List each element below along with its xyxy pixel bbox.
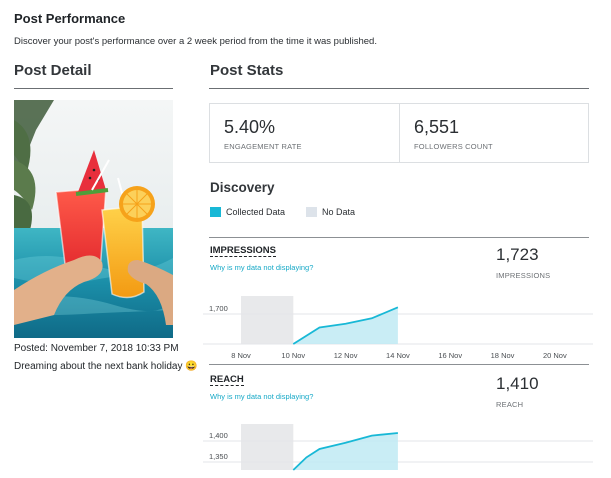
x-tick-label: 10 Nov: [281, 351, 305, 360]
x-tick-label: 18 Nov: [491, 351, 515, 360]
page-title: Post Performance: [14, 11, 126, 26]
x-tick-label: 14 Nov: [386, 351, 410, 360]
post-image[interactable]: [14, 100, 173, 338]
reach-help-link[interactable]: Why is my data not displaying?: [210, 392, 314, 401]
reach-value: 1,410: [496, 374, 539, 393]
reach-divider: [209, 364, 589, 365]
post-detail-divider: [14, 88, 173, 89]
discovery-heading: Discovery: [210, 180, 275, 195]
stats-divider: [399, 104, 400, 162]
x-tick-label: 16 Nov: [438, 351, 462, 360]
legend-no-data-label: No Data: [322, 207, 356, 217]
post-stats-divider: [209, 88, 589, 89]
engagement-rate-card: 5.40% ENGAGEMENT RATE: [210, 104, 399, 162]
followers-count-label: FOLLOWERS COUNT: [414, 142, 493, 151]
impressions-label: IMPRESSIONS: [496, 271, 551, 280]
followers-count-card: 6,551 FOLLOWERS COUNT: [400, 104, 589, 162]
y-tick-label: 1,700: [209, 304, 228, 313]
series-area: [293, 307, 398, 344]
no-data-region: [241, 424, 294, 470]
impressions-help-link[interactable]: Why is my data not displaying?: [210, 263, 314, 272]
x-tick-label: 20 Nov: [543, 351, 567, 360]
y-tick-label: 1,350: [209, 452, 228, 461]
legend-no-data-swatch: [306, 207, 317, 217]
legend-collected-swatch: [210, 207, 221, 217]
reach-label: REACH: [496, 400, 524, 409]
y-tick-label: 1,400: [209, 431, 228, 440]
followers-count-value: 6,551: [414, 117, 460, 137]
engagement-rate-label: ENGAGEMENT RATE: [224, 142, 302, 151]
series-area: [293, 433, 398, 470]
series-line: [292, 432, 398, 471]
reach-chart: 1,400 1,350: [203, 424, 593, 471]
discovery-divider: [209, 237, 589, 238]
page-subtitle: Discover your post's performance over a …: [14, 36, 377, 47]
stats-box: 5.40% ENGAGEMENT RATE 6,551 FOLLOWERS CO…: [209, 103, 589, 163]
impressions-title: IMPRESSIONS: [210, 245, 276, 257]
post-detail-heading: Post Detail: [14, 62, 92, 79]
engagement-rate-value: 5.40%: [224, 117, 276, 137]
legend-collected-label: Collected Data: [226, 207, 286, 217]
post-stats-heading: Post Stats: [210, 62, 284, 79]
post-caption: Dreaming about the next bank holiday 😀: [14, 361, 198, 372]
x-tick-label: 12 Nov: [334, 351, 358, 360]
impressions-value: 1,723: [496, 245, 539, 264]
x-tick-label: 8 Nov: [231, 351, 251, 360]
series-line: [292, 306, 399, 345]
no-data-region: [241, 296, 294, 344]
reach-title: REACH: [210, 374, 244, 386]
posted-date: Posted: November 7, 2018 10:33 PM: [14, 343, 179, 354]
impressions-chart: 1,700 8 Nov 10 Nov 12 Nov 14 Nov 16 Nov 18 Nov…: [203, 296, 593, 360]
